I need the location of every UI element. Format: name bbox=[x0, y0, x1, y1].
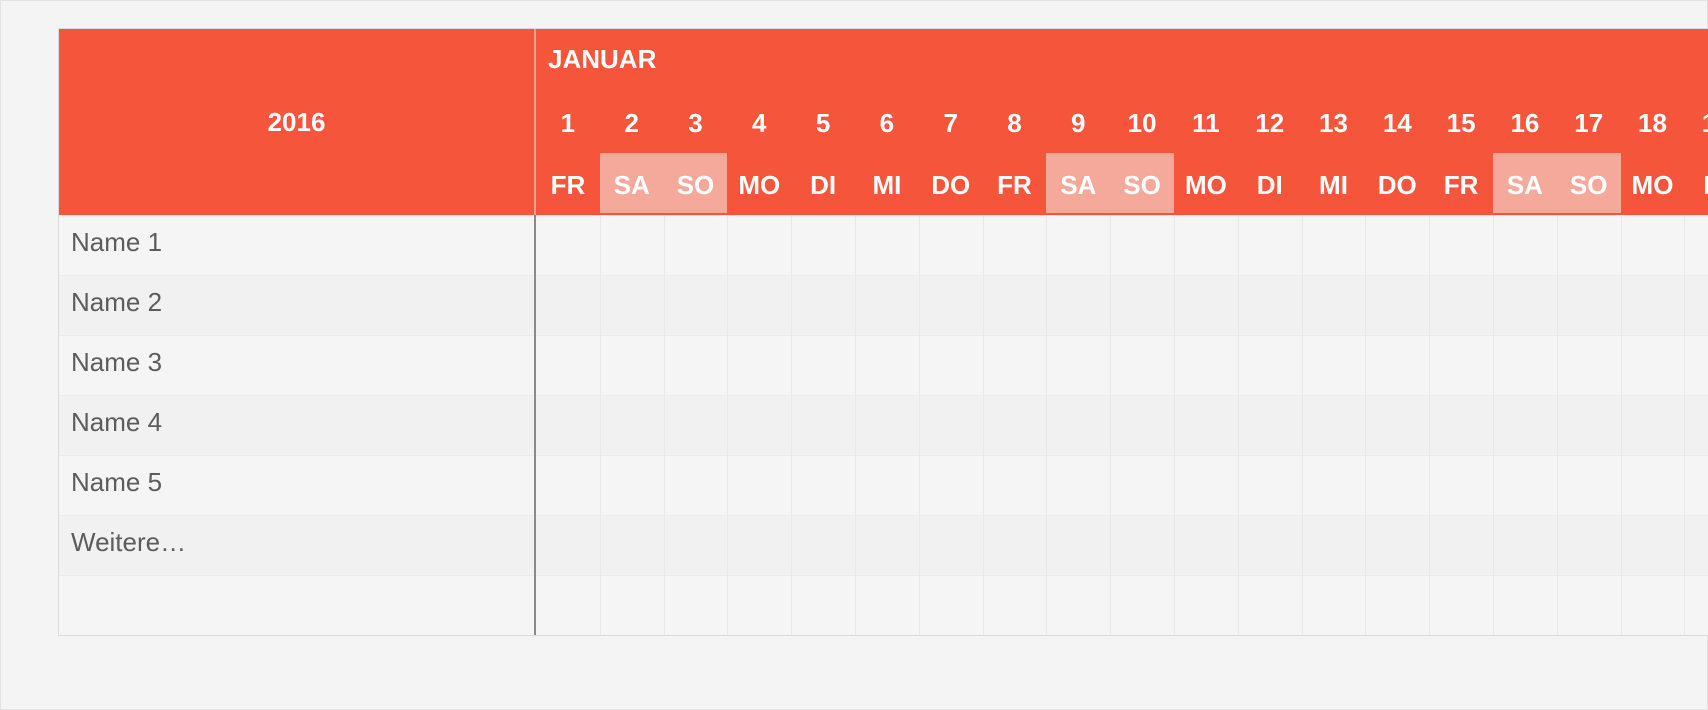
day-number: 15 bbox=[1446, 108, 1476, 138]
day-number: 3 bbox=[688, 108, 703, 138]
weekday: MO bbox=[738, 170, 781, 200]
person-name: Name 4 bbox=[71, 407, 163, 437]
weekday: MO bbox=[1631, 170, 1674, 200]
weekday: FR bbox=[1443, 170, 1479, 200]
person-name: Name 2 bbox=[71, 287, 163, 317]
person-name: Name 3 bbox=[71, 347, 163, 377]
row-background bbox=[59, 515, 1708, 575]
schedule-table: 2016 JANUAR 1 FR 2 SA 3 SO 4 MO 5 DI 6 MI 7 DO 8 FR 9 SA 1… bbox=[58, 28, 1708, 636]
row-background bbox=[59, 575, 1708, 635]
grid-column bbox=[1110, 215, 1112, 635]
day-number: 14 bbox=[1382, 108, 1412, 138]
grid-column bbox=[855, 215, 856, 635]
day-number: 16 bbox=[1510, 108, 1540, 138]
day-number: 17 bbox=[1574, 108, 1604, 138]
weekend-highlight bbox=[599, 153, 664, 213]
weekend-highlight bbox=[663, 153, 728, 213]
grid-column bbox=[1493, 215, 1494, 635]
weekday: FR bbox=[997, 170, 1032, 200]
grid-column bbox=[1620, 215, 1622, 635]
weekday: DI bbox=[1684, 170, 1708, 200]
day-number: 1 bbox=[560, 108, 576, 138]
weekday: SA bbox=[1060, 170, 1097, 200]
day-number: 13 bbox=[1319, 108, 1348, 138]
weekday: DI bbox=[810, 170, 837, 200]
weekday: MI bbox=[1319, 170, 1348, 200]
person-name: Name 5 bbox=[71, 467, 163, 497]
row-background bbox=[59, 275, 1708, 335]
weekday: SO bbox=[1569, 170, 1608, 200]
grid-column bbox=[982, 215, 984, 635]
grid-column bbox=[1301, 215, 1303, 635]
grid-column bbox=[727, 215, 729, 635]
grid-column bbox=[1174, 215, 1175, 635]
month: JANUAR bbox=[548, 44, 657, 74]
row-background bbox=[59, 335, 1708, 395]
row-background bbox=[59, 395, 1708, 455]
grid-column bbox=[663, 215, 665, 635]
grid-column bbox=[599, 215, 601, 635]
grid-column bbox=[1046, 215, 1048, 635]
day-number: 5 bbox=[815, 108, 831, 138]
weekday: MO bbox=[1184, 170, 1227, 200]
weekday: DO bbox=[1377, 170, 1417, 200]
row-background bbox=[59, 455, 1708, 515]
weekend-highlight bbox=[1046, 153, 1111, 213]
day-number: 11 bbox=[1192, 108, 1220, 138]
day-number: 4 bbox=[752, 108, 767, 138]
grid-column bbox=[1556, 215, 1558, 635]
person-name: Name 1 bbox=[71, 227, 163, 257]
day-number: 9 bbox=[1071, 108, 1086, 138]
weekday: FR bbox=[550, 170, 586, 200]
weekday: DI bbox=[1256, 170, 1283, 200]
grid-column bbox=[1237, 215, 1239, 635]
weekday: SA bbox=[613, 170, 650, 200]
day-number: 6 bbox=[879, 108, 895, 138]
day-number: 19 bbox=[1684, 108, 1708, 138]
grid-column bbox=[791, 215, 793, 635]
day-number: 10 bbox=[1127, 108, 1157, 138]
weekday: SA bbox=[1506, 170, 1543, 200]
day-number: 7 bbox=[943, 108, 958, 138]
row-background bbox=[59, 215, 1708, 275]
weekday: SO bbox=[1123, 170, 1161, 200]
year: 2016 bbox=[267, 107, 326, 137]
weekday: SO bbox=[676, 170, 715, 200]
day-number: 8 bbox=[1007, 108, 1022, 138]
header-band bbox=[59, 29, 1708, 215]
grid-column bbox=[1365, 215, 1367, 635]
weekend-highlight bbox=[1493, 153, 1557, 213]
grid-column bbox=[1684, 215, 1686, 635]
weekend-highlight bbox=[1110, 153, 1174, 213]
left-column-divider bbox=[534, 215, 536, 635]
person-name: Weitere… bbox=[71, 527, 187, 557]
day-number: 12 bbox=[1255, 108, 1285, 138]
grid-column bbox=[918, 215, 920, 635]
weekday: DO bbox=[931, 170, 971, 200]
day-number: 18 bbox=[1638, 108, 1667, 138]
day-number: 2 bbox=[624, 108, 639, 138]
grid-column bbox=[1429, 215, 1431, 635]
weekday: MI bbox=[872, 170, 902, 200]
weekend-highlight bbox=[1556, 153, 1621, 213]
